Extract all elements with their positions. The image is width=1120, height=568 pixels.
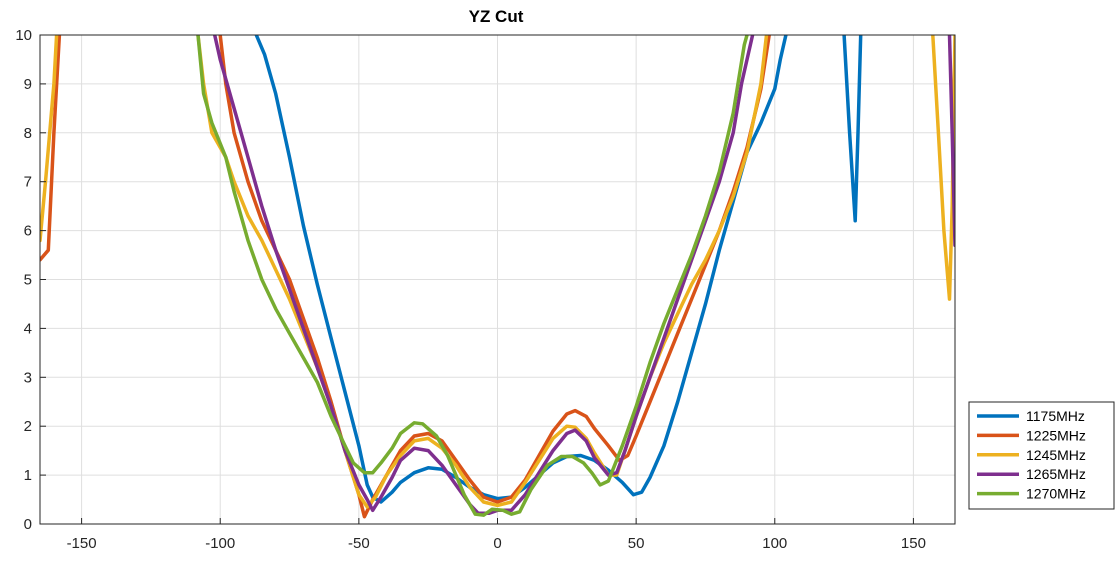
- y-tick-label: 9: [24, 76, 32, 93]
- chart-title: YZ Cut: [469, 7, 524, 26]
- legend-label: 1225MHz: [1026, 427, 1086, 443]
- x-tick-label: 150: [901, 535, 926, 552]
- x-tick-label: -50: [348, 535, 370, 552]
- series-line-1270mhz: [196, 35, 749, 517]
- x-tick-label: 50: [628, 535, 645, 552]
- series-line-1225mhz: [40, 35, 62, 262]
- series-line-1225mhz: [218, 35, 771, 519]
- y-tick-label: 6: [24, 223, 32, 240]
- series-line-1245mhz: [196, 35, 769, 509]
- legend-label: 1265MHz: [1026, 466, 1086, 482]
- y-tick-label: 7: [24, 174, 32, 191]
- x-tick-label: 100: [762, 535, 787, 552]
- y-tick-label: 2: [24, 418, 32, 435]
- y-tick-label: 3: [24, 369, 32, 386]
- tick-labels: -150 -100 -50 0 50 100 150 0 1 2 3 4 5 6 7 8 9 10: [15, 27, 926, 552]
- x-tick-label: -100: [205, 535, 235, 552]
- series-line-1245mhz: [40, 35, 59, 243]
- x-tick-label: 0: [493, 535, 501, 552]
- y-tick-label: 1: [24, 467, 32, 484]
- y-tick-label: 5: [24, 272, 32, 289]
- legend-label: 1270MHz: [1026, 486, 1086, 502]
- legend-label: 1175MHz: [1026, 408, 1085, 424]
- series-line-1175mhz: [842, 35, 863, 223]
- y-tick-label: 4: [24, 320, 32, 337]
- x-tick-label: -150: [67, 535, 97, 552]
- y-tick-label: 10: [15, 27, 32, 44]
- y-tick-label: 8: [24, 125, 32, 142]
- legend: 1175MHz 1225MHz 1245MHz 1265MHz 1270MHz: [968, 401, 1115, 510]
- series-line-1265mhz: [947, 35, 955, 248]
- legend-label: 1245MHz: [1026, 447, 1086, 463]
- y-tick-label: 0: [24, 516, 32, 533]
- series-lines: [40, 35, 955, 519]
